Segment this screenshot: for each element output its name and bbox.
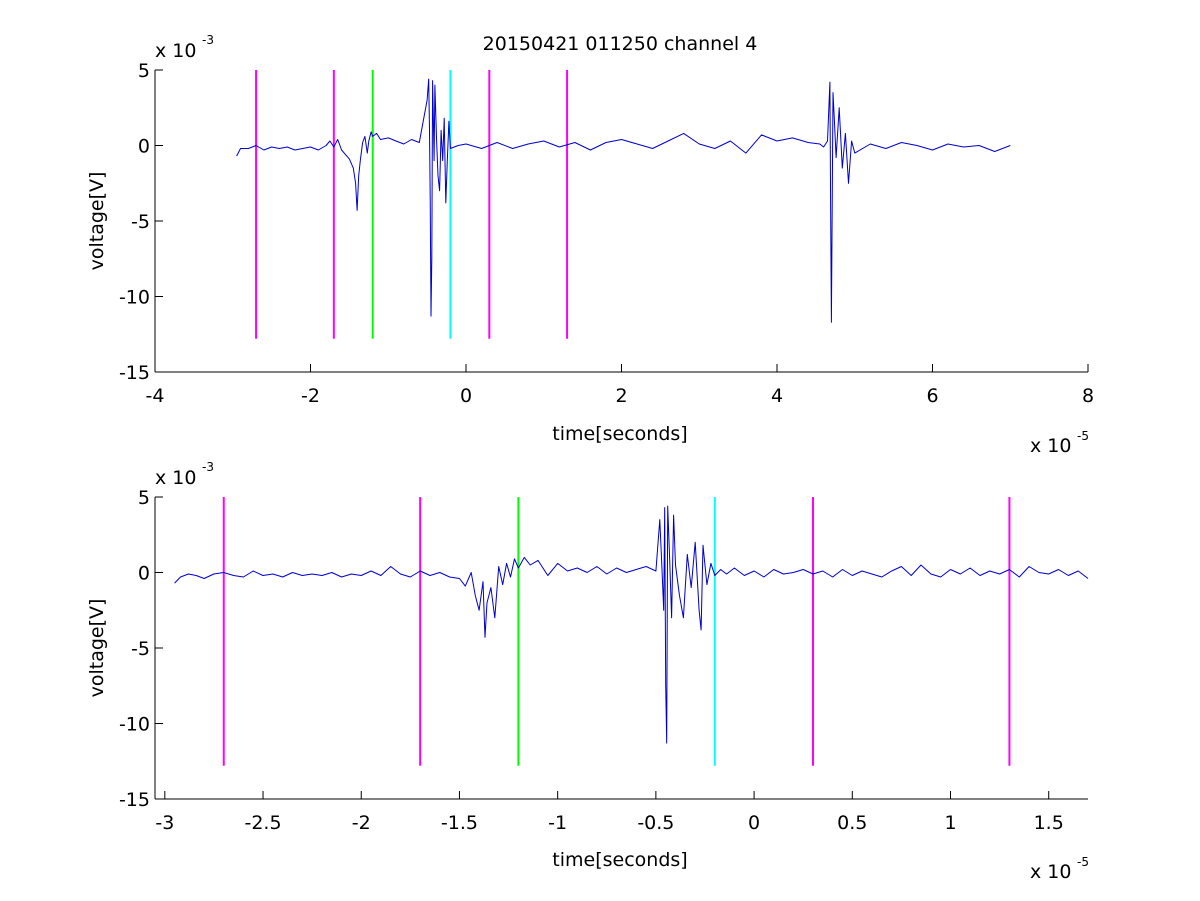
bottom-y-tick-label: -15 [119,789,150,811]
bottom-series [174,505,1089,744]
bottom-x-tick-label: -2 [352,812,371,834]
bottom-y-axis-label: voltage[V] [86,599,108,698]
bottom-x-axis-label: time[seconds] [552,849,687,871]
top-x-tick-label: -4 [146,385,165,407]
top-x-tick-label: 0 [460,385,472,407]
top-markers [255,70,569,339]
bottom-plot-area [155,497,1088,799]
bottom-x-tick-label: 0 [748,812,760,834]
bottom-x-tick-label: 1.5 [1034,812,1064,834]
bottom-x-tick-label: -0.5 [637,812,674,834]
bottom-x-tick-label: -3 [155,812,174,834]
top-plot-area [155,70,1088,372]
top-x-tick-label: 8 [1082,385,1094,407]
bottom-x-tick-label: -1.5 [441,812,478,834]
bottom-signal-line [174,505,1089,744]
bottom-x-exponent-base: x 10 [1030,861,1071,883]
top-x-tick-label: 2 [615,385,627,407]
top-y-ticks: -15 -10 -5 0 5 [119,60,163,384]
bottom-y-tick-label: 0 [138,563,150,585]
top-x-exponent-power: -5 [1077,429,1089,443]
top-y-tick-label: 0 [138,136,150,158]
bottom-axes: -3 -2.5 -2 -1.5 -1 -0.5 0 0.5 1 1.5 -15 -10 -5 0 5 ti… [86,460,1089,883]
bottom-markers [222,497,1011,766]
top-axes: -4 -2 0 2 4 6 8 -15 -10 -5 0 5 time[seconds] volta… [86,33,1094,457]
top-x-ticks: -4 -2 0 2 4 6 8 [146,364,1094,407]
top-y-exponent-power: -3 [202,33,214,47]
top-x-axis-label: time[seconds] [552,423,687,445]
top-x-tick-label: 6 [926,385,938,407]
bottom-x-tick-label: 0.5 [837,812,867,834]
top-signal-line [236,78,1011,323]
top-y-axis-label: voltage[V] [86,172,108,271]
top-x-exponent: x 10 -5 [1030,429,1089,457]
top-y-tick-label: -5 [131,211,150,233]
bottom-x-ticks: -3 -2.5 -2 -1.5 -1 -0.5 0 0.5 1 1.5 [155,791,1064,834]
bottom-y-exponent: x 10 -3 [155,460,214,489]
bottom-x-tick-label: -2.5 [244,812,281,834]
figure-title: 20150421 011250 channel 4 [483,33,758,55]
top-y-tick-label: 5 [138,60,150,82]
bottom-x-tick-label: -1 [548,812,567,834]
bottom-x-tick-label: 1 [944,812,956,834]
top-y-exponent: x 10 -3 [155,33,214,62]
bottom-y-tick-label: -10 [119,714,150,736]
top-x-tick-label: -2 [301,385,320,407]
top-y-tick-label: -10 [119,287,150,309]
bottom-y-ticks: -15 -10 -5 0 5 [119,487,163,811]
top-x-exponent-base: x 10 [1030,435,1071,457]
bottom-x-exponent-power: -5 [1077,855,1089,869]
bottom-y-tick-label: -5 [131,638,150,660]
top-y-exponent-base: x 10 [155,40,196,62]
bottom-x-exponent: x 10 -5 [1030,855,1089,883]
top-y-tick-label: -15 [119,362,150,384]
bottom-y-exponent-power: -3 [202,460,214,474]
top-series [236,78,1011,323]
top-x-tick-label: 4 [771,385,783,407]
bottom-y-exponent-base: x 10 [155,467,196,489]
bottom-y-tick-label: 5 [138,487,150,509]
